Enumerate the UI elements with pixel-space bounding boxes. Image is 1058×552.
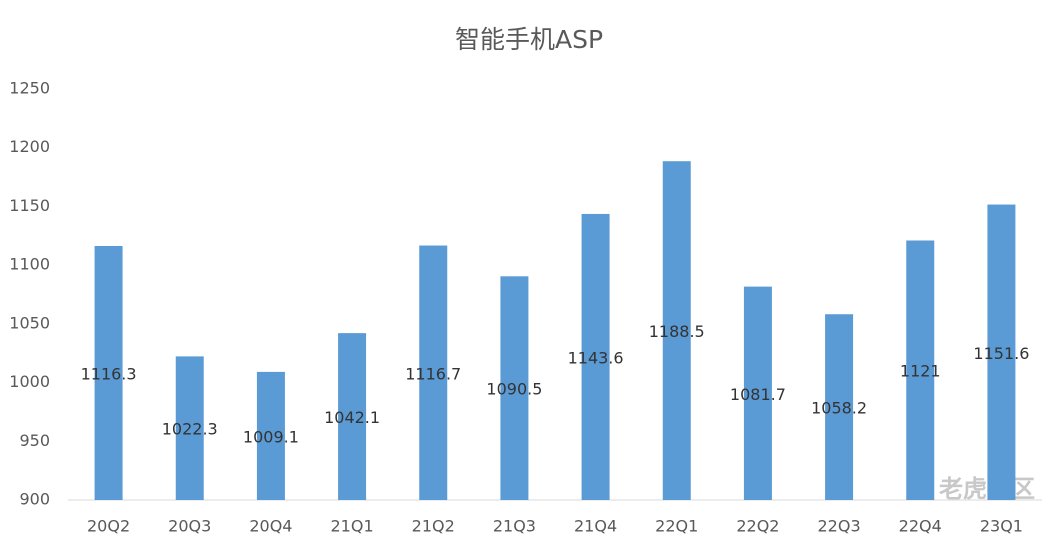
x-tick-label: 22Q3 xyxy=(818,517,861,536)
x-tick-label: 22Q2 xyxy=(736,517,779,536)
bar xyxy=(419,245,448,500)
bar xyxy=(500,276,529,500)
value-label: 1143.6 xyxy=(568,348,624,367)
value-label: 1116.7 xyxy=(405,364,461,383)
y-tick-label: 1050 xyxy=(9,313,50,332)
x-tick-label: 20Q3 xyxy=(168,517,211,536)
bar xyxy=(906,240,935,501)
y-tick-label: 1200 xyxy=(9,137,50,156)
y-tick-label: 1150 xyxy=(9,196,50,215)
y-tick-label: 1250 xyxy=(9,79,50,98)
bar xyxy=(581,213,610,500)
x-tick-label: 20Q4 xyxy=(249,517,292,536)
value-label: 1042.1 xyxy=(324,408,380,427)
y-tick-label: 1100 xyxy=(9,255,50,274)
value-label: 1009.1 xyxy=(243,427,299,446)
bar xyxy=(662,161,691,500)
bar xyxy=(256,371,285,500)
x-tick-label: 20Q2 xyxy=(87,517,130,536)
watermark: 老虎社区 xyxy=(939,475,1035,503)
value-label: 1151.6 xyxy=(973,344,1029,363)
bar xyxy=(825,314,854,500)
value-label: 1058.2 xyxy=(811,399,867,418)
x-tick-label: 21Q3 xyxy=(493,517,536,536)
y-tick-label: 900 xyxy=(19,490,50,509)
bar xyxy=(94,246,123,500)
value-label: 1188.5 xyxy=(649,322,705,341)
value-label: 1116.3 xyxy=(81,365,137,384)
y-tick-label: 950 xyxy=(19,431,50,450)
x-tick-label: 22Q4 xyxy=(899,517,942,536)
bar xyxy=(338,333,367,500)
x-tick-label: 21Q1 xyxy=(331,517,374,536)
bar xyxy=(743,286,772,500)
y-tick-label: 1000 xyxy=(9,372,50,391)
x-tick-label: 21Q4 xyxy=(574,517,617,536)
x-tick-label: 22Q1 xyxy=(655,517,698,536)
chart-title: 智能手机ASP xyxy=(455,25,603,54)
x-tick-label: 23Q1 xyxy=(980,517,1023,536)
value-label: 1022.3 xyxy=(162,420,218,439)
x-tick-label: 21Q2 xyxy=(412,517,455,536)
value-label: 1121 xyxy=(900,362,941,381)
bar xyxy=(175,356,204,500)
value-label: 1081.7 xyxy=(730,385,786,404)
bar xyxy=(987,204,1016,500)
value-label: 1090.5 xyxy=(486,380,542,399)
